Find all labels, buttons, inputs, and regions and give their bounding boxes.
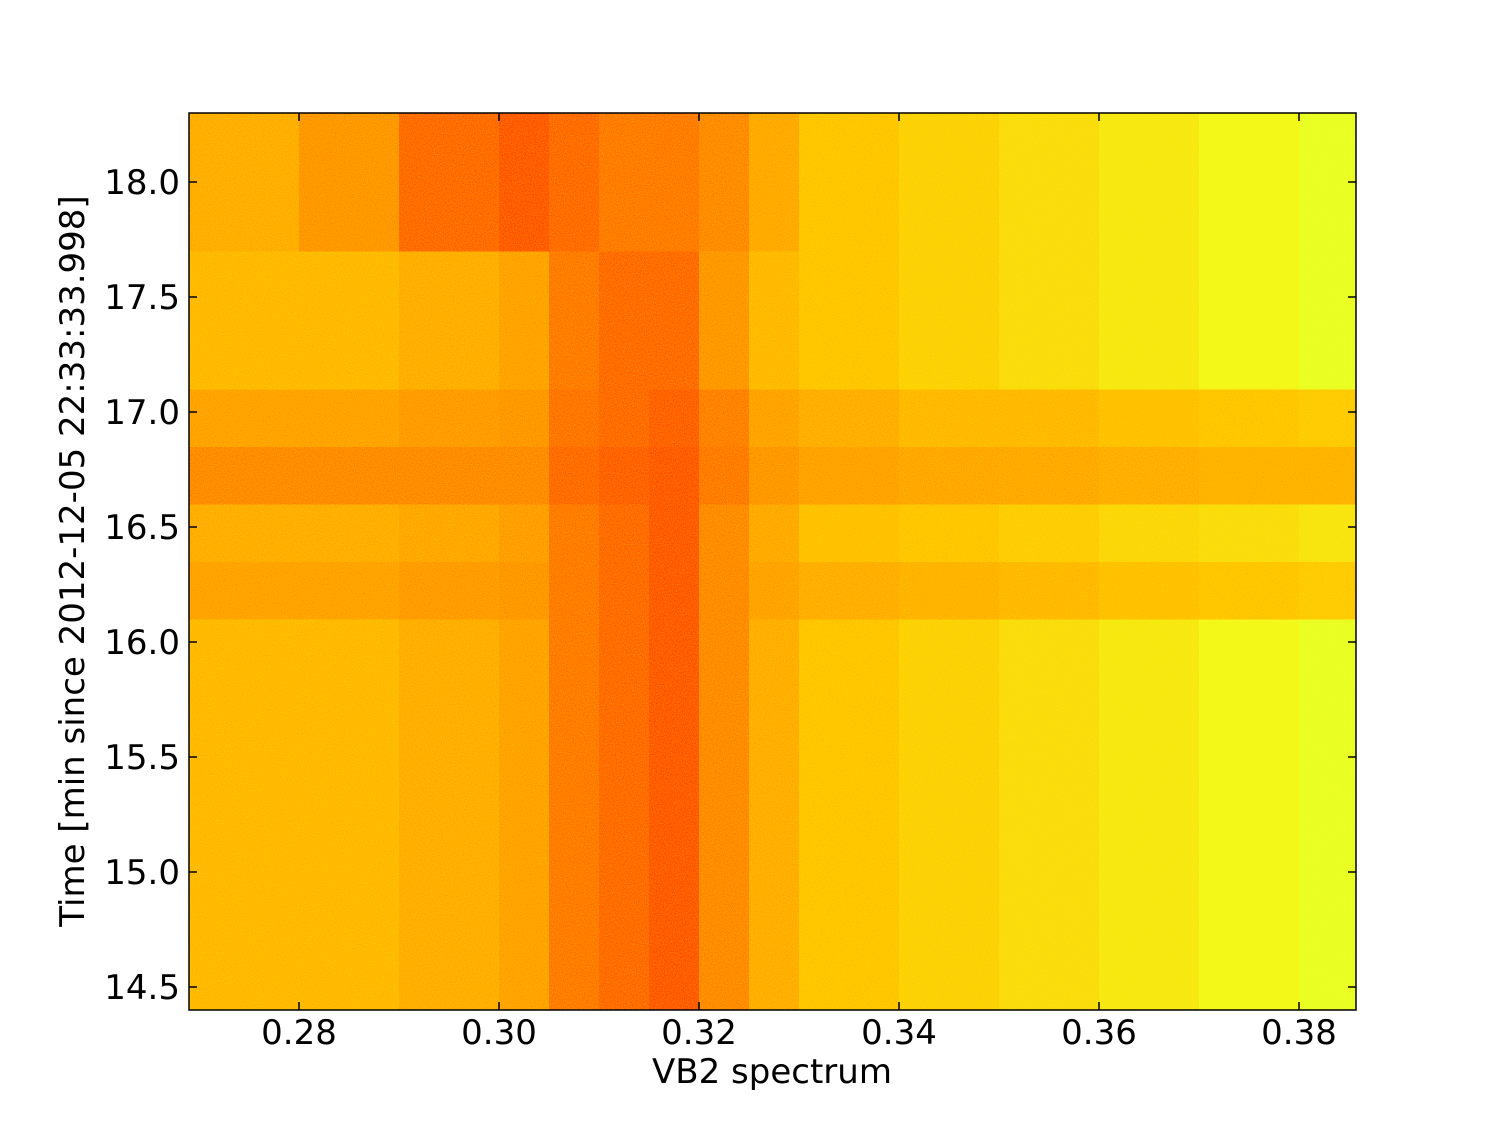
x-tick-label: 0.28	[261, 1013, 337, 1053]
y-tick-label: 15.0	[104, 853, 180, 893]
y-axis-label: Time [min since 2012-12-05 22:33:33.998]	[53, 195, 93, 927]
x-tick-label: 0.36	[1061, 1013, 1137, 1053]
y-tick-label: 15.5	[104, 738, 180, 778]
x-tick-label: 0.32	[661, 1013, 737, 1053]
texture	[189, 113, 1356, 1010]
y-tick-label: 16.5	[104, 508, 180, 548]
x-tick-label: 0.34	[861, 1013, 937, 1053]
x-tick-label: 0.38	[1261, 1013, 1337, 1053]
axes: 0.28 0.30 0.32 0.34 0.36 0.38 14.5 15.0 15.5 16.0…	[104, 113, 1356, 1053]
y-tick-label: 17.5	[104, 278, 180, 318]
y-tick-label: 14.5	[104, 968, 180, 1008]
x-tick-label: 0.30	[461, 1013, 537, 1053]
y-tick-label: 17.0	[104, 393, 180, 433]
y-tick-label: 18.0	[104, 163, 180, 203]
plot-frame	[188, 112, 1357, 1011]
y-tick-label: 16.0	[104, 623, 180, 663]
x-axis-label: VB2 spectrum	[652, 1052, 892, 1092]
